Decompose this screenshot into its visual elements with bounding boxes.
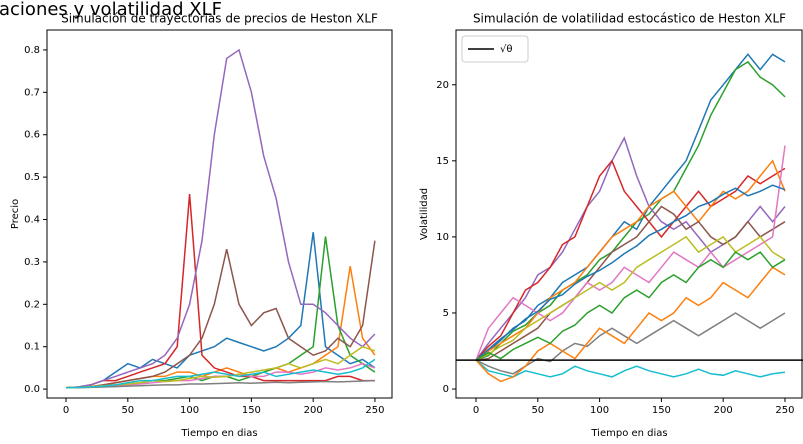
y-tick-label: 0.4 xyxy=(24,215,40,226)
series-line xyxy=(65,232,376,389)
y-axis-label: Precio xyxy=(10,199,21,229)
series-line xyxy=(65,240,376,389)
legend-label: √θ xyxy=(500,44,513,55)
plot-frame xyxy=(46,29,393,399)
lines xyxy=(65,48,376,389)
y-tick-label: 0.3 xyxy=(24,257,40,268)
series-line xyxy=(475,159,786,361)
y-tick-label: 20 xyxy=(436,80,449,91)
x-tick-label: 150 xyxy=(652,405,671,416)
y-axis-label: Volatilidad xyxy=(419,188,430,240)
y-tick-label: 15 xyxy=(436,156,449,167)
y-tick-label: 0.8 xyxy=(24,45,40,56)
series-line xyxy=(65,362,376,389)
chart-title: Simulación de volatilidad estocástico de… xyxy=(473,12,786,26)
x-axis-label: Tiempo en dias xyxy=(590,428,667,439)
legend-box xyxy=(461,35,529,63)
series-line xyxy=(475,359,786,378)
y-tick-label: 5 xyxy=(443,308,449,319)
series-line xyxy=(475,251,786,361)
x-tick-label: 150 xyxy=(242,405,261,416)
x-tick-label: 50 xyxy=(531,405,544,416)
y-tick-label: 0.5 xyxy=(24,172,40,183)
series-line xyxy=(65,194,375,389)
x-axis-label: Tiempo en dias xyxy=(180,428,257,439)
y-tick-label: 0.0 xyxy=(24,384,40,395)
suptitle: laciones y volatilidad XLF xyxy=(0,0,222,20)
series-line xyxy=(475,60,786,361)
x-tick-label: 0 xyxy=(473,405,479,416)
series-line xyxy=(65,358,376,389)
series-line xyxy=(66,379,375,389)
series-line xyxy=(475,312,786,375)
plot-frame xyxy=(455,29,803,399)
x-tick-label: 200 xyxy=(714,405,733,416)
x-tick-label: 250 xyxy=(775,405,794,416)
x-tick-label: 200 xyxy=(304,405,323,416)
chart-title: Simulación de trayectorias de precios de… xyxy=(61,12,378,26)
series-line xyxy=(475,266,786,383)
y-tick-label: 0.7 xyxy=(24,87,40,98)
y-tick-label: 0.1 xyxy=(24,342,40,353)
y-tick-label: 0.2 xyxy=(24,299,40,310)
series-line xyxy=(475,205,786,361)
y-tick-label: 0 xyxy=(443,384,449,395)
x-tick-label: 100 xyxy=(180,405,199,416)
x-tick-label: 50 xyxy=(121,405,134,416)
x-tick-label: 100 xyxy=(590,405,609,416)
series-line xyxy=(475,184,786,361)
series-line xyxy=(475,159,786,361)
series-line xyxy=(65,48,376,389)
subplot: Simulación de volatilidad estocástico de… xyxy=(419,12,803,439)
x-tick-label: 250 xyxy=(365,405,384,416)
series-line xyxy=(475,145,786,361)
y-tick-label: 0.6 xyxy=(24,130,40,141)
series-line xyxy=(65,236,376,389)
subplot: Simulación de trayectorias de precios de… xyxy=(10,12,393,439)
lines xyxy=(456,53,803,383)
series-line xyxy=(475,235,786,361)
y-tick-label: 10 xyxy=(436,232,449,243)
x-tick-label: 0 xyxy=(63,405,69,416)
